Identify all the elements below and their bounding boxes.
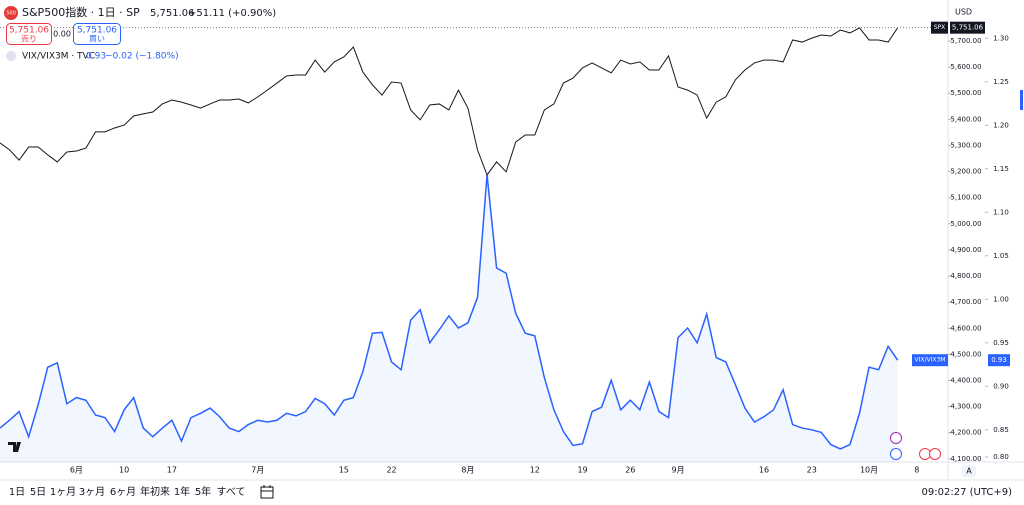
y2-tick-label: 0.85 <box>993 426 1009 434</box>
y-tick-label: 4,700.00 <box>950 298 981 306</box>
x-tick-label: 12 <box>530 466 540 475</box>
y2-tick-label: 0.95 <box>993 339 1009 347</box>
buy-price: 5,751.06 <box>77 26 117 36</box>
symbol-title[interactable]: S&P500指数 · 1日 · SP <box>22 5 140 19</box>
spread: 0.00 <box>53 30 71 39</box>
y-tick-label: 4,300.00 <box>950 403 981 411</box>
range-button[interactable]: 5日 <box>30 487 46 498</box>
x-tick-label: 22 <box>386 466 396 475</box>
x-tick-label: 15 <box>339 466 349 475</box>
x-tick-label: 26 <box>625 466 635 475</box>
range-button[interactable]: 1ヶ月 <box>50 486 76 498</box>
event-icon[interactable] <box>890 432 902 444</box>
plot <box>0 27 948 463</box>
sell-label: 売り <box>21 34 37 44</box>
y-tick-label: 5,700.00 <box>950 37 981 45</box>
range-button[interactable]: 6ヶ月 <box>110 486 136 498</box>
x-tick-label: 6月 <box>70 466 83 475</box>
y-tick-label: 5,600.00 <box>950 63 981 71</box>
x-tick-label: 17 <box>167 466 177 475</box>
range-button[interactable]: 3ヶ月 <box>79 486 105 498</box>
y-tick-label: 5,200.00 <box>950 168 981 176</box>
x-tick-label: 16 <box>759 466 769 475</box>
last-price: 5,751.06 <box>150 8 195 19</box>
range-button[interactable]: 年初来 <box>140 485 170 498</box>
y-tick-label: 5,400.00 <box>950 115 981 123</box>
event-icon[interactable] <box>919 448 931 460</box>
x-tick-label: 8 <box>914 466 919 475</box>
y2-tick-label: 1.10 <box>993 208 1009 216</box>
date-range-icon[interactable] <box>260 485 274 499</box>
event-icon[interactable] <box>890 448 902 460</box>
y2-tick-label: 1.15 <box>993 165 1009 173</box>
range-button[interactable]: 1年 <box>174 485 190 498</box>
y-tick-label: 5,300.00 <box>950 141 981 149</box>
series-tag-label: VIX/VIX3M <box>915 357 946 364</box>
x-tick-label: 8月 <box>461 466 474 475</box>
scroll-marker <box>1020 90 1023 110</box>
comparison-icon <box>6 51 16 61</box>
area <box>0 174 898 463</box>
logo-text: 500 <box>6 11 16 17</box>
x-tick-label: 19 <box>577 466 587 475</box>
x-tick-label: 7月 <box>251 466 264 475</box>
event-icon[interactable] <box>929 448 941 460</box>
scale-button[interactable] <box>962 465 976 477</box>
x-tick-label: 9月 <box>672 466 685 475</box>
y-tick-label: 4,400.00 <box>950 377 981 385</box>
comparison-symbol[interactable]: VIX/VIX3M · TVC <box>22 52 95 62</box>
y-tick-label: 4,600.00 <box>950 324 981 332</box>
comparison-change: −0.02 (−1.80%) <box>105 52 179 62</box>
series-line <box>0 174 899 450</box>
series-tag <box>931 21 948 34</box>
range-button[interactable]: 5年 <box>195 485 211 498</box>
x-tick-label: 10 <box>119 466 129 475</box>
y2-tick-label: 1.05 <box>993 252 1009 260</box>
range-button[interactable]: すべて <box>217 486 246 498</box>
y2-tick-label: 1.00 <box>993 295 1009 303</box>
y-tick-label: 5,500.00 <box>950 89 981 97</box>
y2-tick-label: 1.25 <box>993 78 1009 86</box>
y-tick-label: 4,200.00 <box>950 429 981 437</box>
range-button[interactable]: 1日 <box>9 487 25 498</box>
y-tick-label: 5,100.00 <box>950 194 981 202</box>
price-tag <box>988 354 1010 367</box>
y-tick-label: 5,000.00 <box>950 220 981 228</box>
y-tick-label: 4,500.00 <box>950 350 981 358</box>
comparison-last: 0.93 <box>86 52 106 62</box>
series-tag <box>912 354 948 367</box>
series-line <box>0 27 899 177</box>
price-change: +51.11 (+0.90%) <box>188 8 276 19</box>
sell-button[interactable] <box>6 23 52 45</box>
y-tick-label: 4,100.00 <box>950 455 981 463</box>
y2-tick-label: 1.20 <box>993 121 1009 129</box>
series-tag-label: SPX <box>934 24 946 31</box>
scale-mode[interactable]: A <box>966 467 972 476</box>
buy-label: 買い <box>89 35 105 44</box>
y-tick-label: 4,900.00 <box>950 246 981 254</box>
buy-button[interactable] <box>73 23 121 45</box>
currency[interactable]: USD <box>955 8 972 17</box>
sell-price: 5,751.06 <box>9 26 49 36</box>
price-tag-label: 0.93 <box>991 356 1007 364</box>
y2-tick-label: 0.80 <box>993 453 1009 461</box>
y-tick-label: 4,800.00 <box>950 272 981 280</box>
y2-tick-label: 1.30 <box>993 34 1009 42</box>
symbol-logo <box>4 6 18 20</box>
price-tag <box>950 21 985 34</box>
tv-logo <box>8 442 21 452</box>
y2-tick-label: 0.90 <box>993 382 1009 390</box>
price-tag-label: 5,751.06 <box>952 24 984 32</box>
x-tick-label: 23 <box>807 466 817 475</box>
x-tick-label: 10月 <box>860 466 878 475</box>
toolbar: 1日 5日 1ヶ月 3ヶ月 6ヶ月 年初来 1年 5年 すべて <box>9 485 246 498</box>
clock: 09:02:27 (UTC+9) <box>922 487 1013 498</box>
